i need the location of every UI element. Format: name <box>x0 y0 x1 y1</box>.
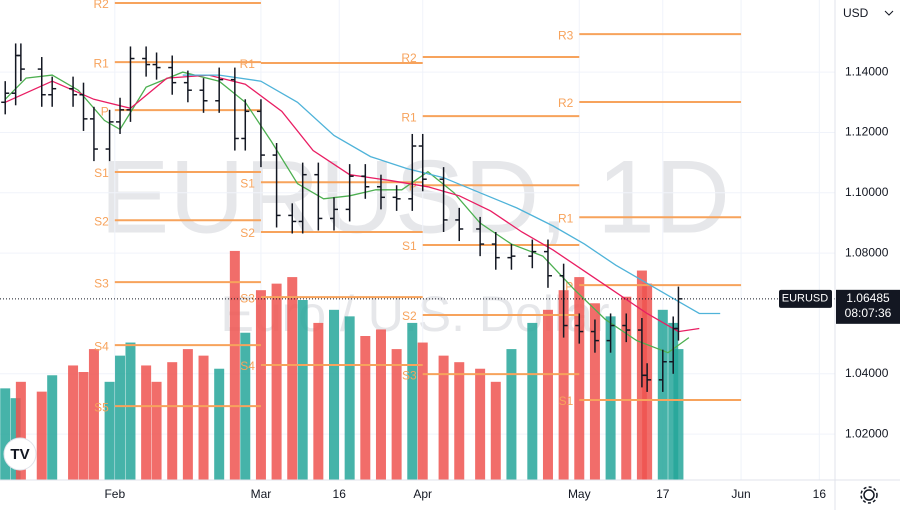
volume-bar <box>313 322 324 480</box>
pivot-label: S3 <box>94 276 109 290</box>
pivot-label: S2 <box>240 226 255 240</box>
countdown-label: 08:07:36 <box>845 306 892 320</box>
volume-bar <box>657 309 668 480</box>
volume-bar <box>407 322 418 480</box>
symbol-label: EURUSD <box>782 293 829 305</box>
price-tag <box>836 289 900 324</box>
y-tick-label: 1.08000 <box>845 245 889 259</box>
volume-bar <box>214 368 225 480</box>
currency-label[interactable]: USD <box>843 6 869 20</box>
x-tick-label: Feb <box>104 487 125 501</box>
pivot-label: R1 <box>240 57 256 71</box>
pivot-label: S3 <box>240 291 255 305</box>
pivot-label: P <box>565 279 573 293</box>
x-tick-label: Mar <box>251 487 272 501</box>
volume-bar <box>605 316 616 480</box>
pivot-label: S2 <box>94 214 109 228</box>
x-tick-label: 16 <box>813 487 827 501</box>
y-tick-label: 1.14000 <box>845 64 889 78</box>
last-price-label: 1.06485 <box>846 291 890 305</box>
volume-bar <box>167 362 178 480</box>
volume-bar <box>454 362 465 480</box>
volume-bar <box>621 296 632 480</box>
volume-bar <box>182 349 193 480</box>
pivot-label: S1 <box>402 239 417 253</box>
pivot-label: S3 <box>402 368 417 382</box>
volume-bar <box>47 375 58 480</box>
pivot-label: R1 <box>93 56 109 70</box>
moving-average <box>182 74 721 315</box>
volume-bar <box>271 283 282 480</box>
volume-bar <box>527 322 538 480</box>
volume-bar <box>78 372 89 480</box>
volume-bar <box>558 290 569 480</box>
pivot-label: R1 <box>401 110 417 124</box>
volume-bar <box>438 355 449 480</box>
currency-dropdown[interactable] <box>884 10 894 16</box>
volume-bar <box>668 322 679 480</box>
moving-average <box>4 74 700 333</box>
volume-bar <box>360 336 371 480</box>
pivot-label: S4 <box>240 359 255 373</box>
moving-average <box>4 71 690 354</box>
volume-bar <box>542 309 553 480</box>
pivot-label: R3 <box>558 28 574 42</box>
volume-bar <box>574 277 585 480</box>
x-tick-label: 16 <box>333 487 347 501</box>
symbol-tag <box>779 289 832 308</box>
volume-bar <box>151 381 162 480</box>
volume-bar <box>104 381 115 480</box>
pivot-label: R2 <box>401 51 417 65</box>
volume-bar <box>475 368 486 480</box>
volume-bar <box>115 355 126 480</box>
volume-bar <box>329 309 339 480</box>
svg-text:TV: TV <box>10 446 29 463</box>
volume-bar <box>490 381 501 480</box>
pivot-label: R2 <box>558 96 574 110</box>
volume-bar <box>344 316 355 480</box>
y-tick-label: 1.12000 <box>845 125 889 139</box>
volume-bar <box>287 277 298 480</box>
volume-bar <box>255 290 266 480</box>
volume-bar <box>141 365 152 480</box>
volume-bar <box>375 329 386 480</box>
pivot-label: S4 <box>94 339 109 353</box>
y-tick-label: 1.10000 <box>845 185 889 199</box>
pivot-label: R2 <box>93 0 109 11</box>
volume-bar <box>673 349 684 480</box>
pivot-label: R1 <box>558 211 574 225</box>
volume-bar <box>15 381 26 480</box>
volume-bar <box>0 388 11 480</box>
x-tick-label: 17 <box>656 487 670 501</box>
pivot-label: S1 <box>559 394 574 408</box>
volume-bar <box>36 391 47 480</box>
volume-bar <box>125 342 136 480</box>
y-tick-label: 1.04000 <box>845 366 889 380</box>
volume-bar <box>229 250 240 480</box>
x-tick-label: Jun <box>731 487 750 501</box>
x-tick-label: Apr <box>413 487 432 501</box>
volume-bar <box>391 349 402 480</box>
volume-bar <box>589 303 600 480</box>
pivot-label: P <box>101 104 109 118</box>
volume-bar <box>506 349 517 480</box>
pivot-label: S1 <box>240 176 255 190</box>
volume-bar <box>297 300 308 480</box>
pivot-label: S1 <box>94 166 109 180</box>
volume-bar <box>88 349 99 480</box>
pivot-label: S5 <box>94 400 109 414</box>
plot: R2 R1 P S1 S2 S3 S4 S5 R1 S1 S2 S3 S4 R2 R1 P S1 S2 S3 R3 R2… <box>0 0 835 480</box>
volume-bar <box>68 365 79 480</box>
pivot-label: S2 <box>402 309 417 323</box>
logo: TV <box>3 437 37 471</box>
x-tick-label: May <box>568 487 591 501</box>
volume-bar <box>417 342 428 480</box>
volume-bar <box>198 355 209 480</box>
watermark-symbol: EURUSD, 1D <box>100 139 730 255</box>
y-tick-label: 1.02000 <box>845 426 889 440</box>
settings-icon[interactable] <box>860 486 878 504</box>
